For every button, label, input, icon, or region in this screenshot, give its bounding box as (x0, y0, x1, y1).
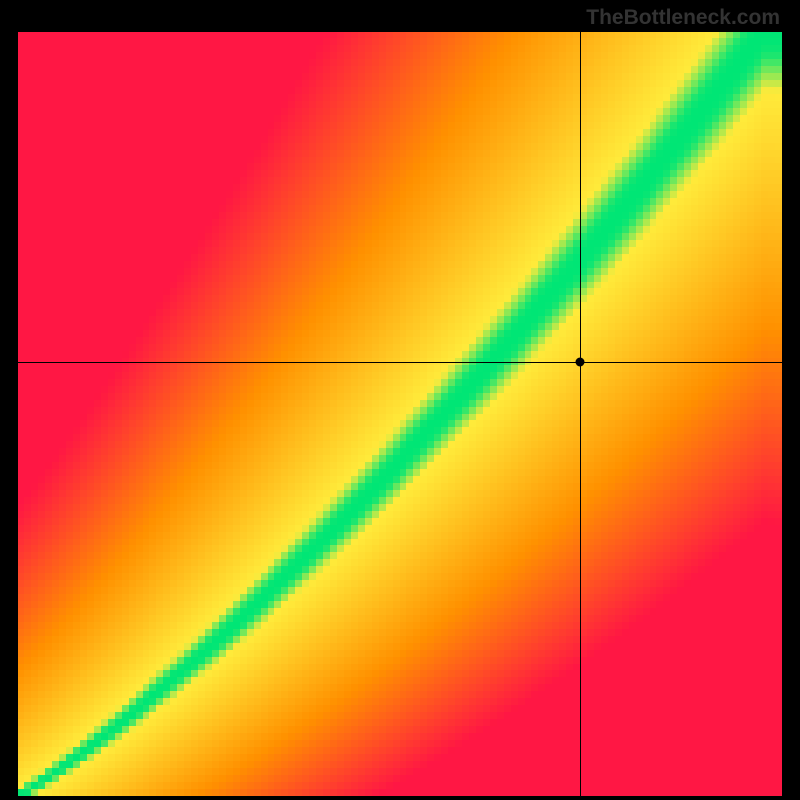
watermark-label: TheBottleneck.com (586, 6, 780, 30)
heatmap-canvas (18, 32, 782, 796)
crosshair-horizontal (18, 362, 782, 363)
bottleneck-heatmap (18, 32, 782, 796)
crosshair-vertical (580, 32, 581, 796)
crosshair-marker-dot (575, 358, 584, 367)
